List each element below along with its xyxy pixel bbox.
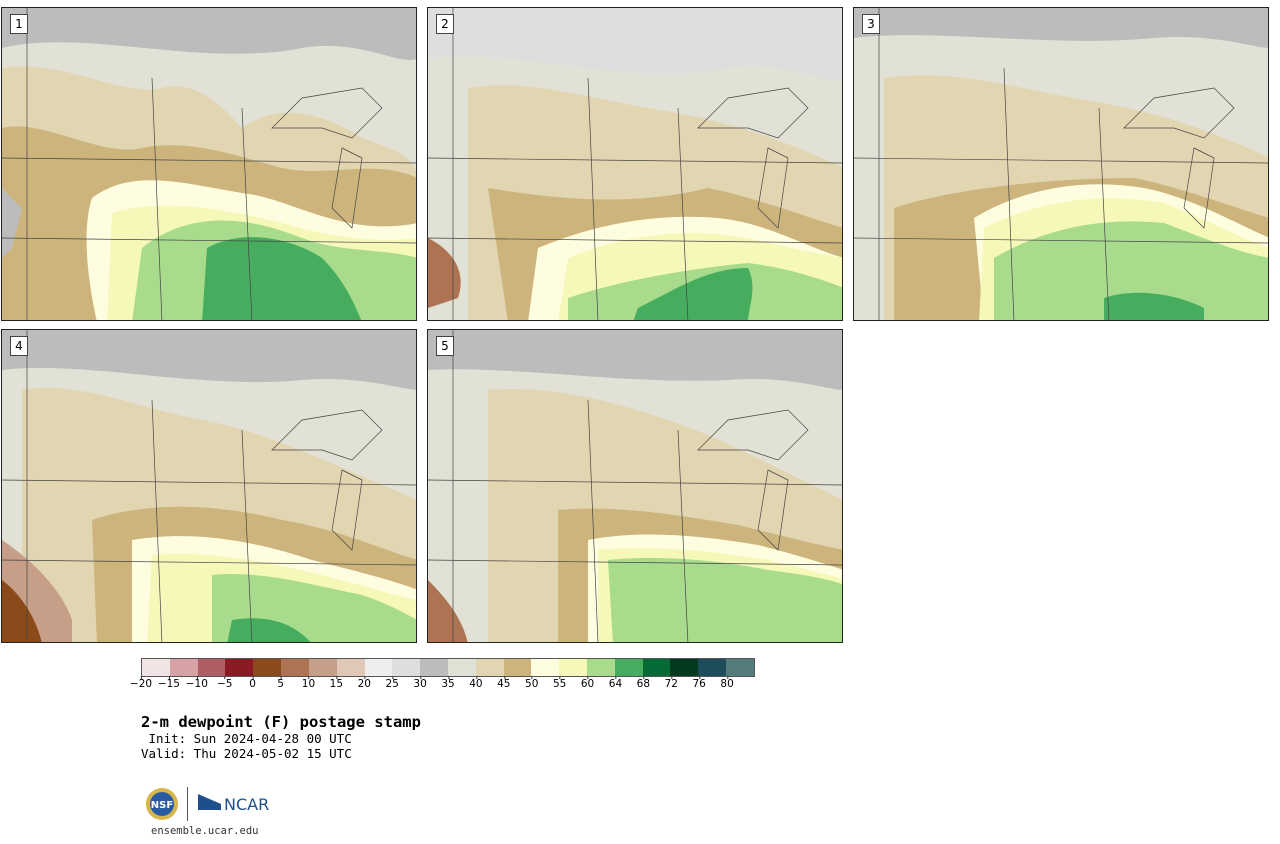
dewpoint-map-4 [2,330,416,642]
colorbar-tick-label: −15 [157,676,180,690]
colorbar-swatch [392,659,421,676]
colorbar-swatch [225,659,254,676]
colorbar-tick-label: 10 [301,676,316,690]
colorbar-swatch [197,659,226,676]
dewpoint-colorbar [141,658,755,677]
valid-time: Valid: Thu 2024-05-02 15 UTC [141,746,352,761]
colorbar-swatch [726,659,754,676]
colorbar-tick-label: 80 [720,676,734,690]
nsf-logo: NSF [146,788,178,820]
colorbar-swatch [447,659,476,676]
colorbar-swatch [475,659,504,676]
colorbar-swatch [336,659,365,676]
dewpoint-map-3 [854,8,1268,320]
colorbar-swatch [670,659,699,676]
colorbar-swatch [559,659,587,676]
colorbar-tick-label: 50 [525,676,539,690]
ncar-logo-text: NCAR [224,795,269,814]
colorbar-tick-label: 25 [385,676,399,690]
colorbar-tick-label: 68 [636,676,651,690]
colorbar-tick-label: 64 [608,676,623,690]
panel-number-label: 1 [10,14,28,34]
init-time: Init: Sun 2024-04-28 00 UTC [141,731,352,746]
colorbar-tick-label: 55 [552,676,567,690]
colorbar-swatch [614,659,643,676]
panel-number-label: 3 [862,14,880,34]
colorbar-tick-label: −20 [129,676,153,690]
site-url: ensemble.ucar.edu [151,825,259,837]
dewpoint-map-1 [2,8,416,320]
colorbar-swatch [531,659,560,676]
dewpoint-map-5 [428,330,842,642]
colorbar-tick-label: 0 [249,676,256,690]
colorbar-tick-label: 40 [469,676,483,690]
ncar-logo: NCAR [198,794,269,814]
colorbar-tick-label: 45 [497,676,511,690]
ensemble-panel-5: 5 [427,329,843,643]
colorbar-swatch [420,659,448,676]
nsf-ncar-logos: NSF NCAR [146,787,269,821]
colorbar-tick-label: 30 [413,676,427,690]
colorbar-swatch [587,659,615,676]
colorbar-tick-label: 72 [664,676,678,690]
panel-number-label: 4 [10,336,28,356]
nsf-logo-text: NSF [151,800,173,811]
colorbar-tick-label: −10 [185,676,208,690]
dewpoint-map-2 [428,8,842,320]
ensemble-panel-2: 2 [427,7,843,321]
colorbar-tick-label: −5 [216,676,233,690]
colorbar-swatch [169,659,198,676]
colorbar-tick-label: 35 [441,676,455,690]
colorbar-swatch [642,659,671,676]
colorbar-swatch [281,659,309,676]
panel-number-label: 2 [436,14,454,34]
colorbar-tick-label: 5 [277,676,284,690]
colorbar-swatch [253,659,282,676]
colorbar-tick-label: 20 [357,676,371,690]
ensemble-panel-1: 1 [1,7,417,321]
colorbar-ticks: −20 −15 −10 −5 0 5 10 15 20 25 30 35 40 45 50 55 60 64 68 7… [130,676,755,694]
colorbar-swatch [698,659,727,676]
colorbar-tick-label: 76 [692,676,706,690]
colorbar-tick-label: 60 [580,676,595,690]
colorbar-swatch [364,659,393,676]
ensemble-panel-3: 3 [853,7,1269,321]
panel-number-label: 5 [436,336,454,356]
colorbar-swatch [503,659,532,676]
colorbar-swatch [308,659,337,676]
ensemble-panel-4: 4 [1,329,417,643]
colorbar-tick-label: 15 [329,676,344,690]
plot-title: 2-m dewpoint (F) postage stamp [141,713,421,731]
colorbar-swatch [142,659,170,676]
